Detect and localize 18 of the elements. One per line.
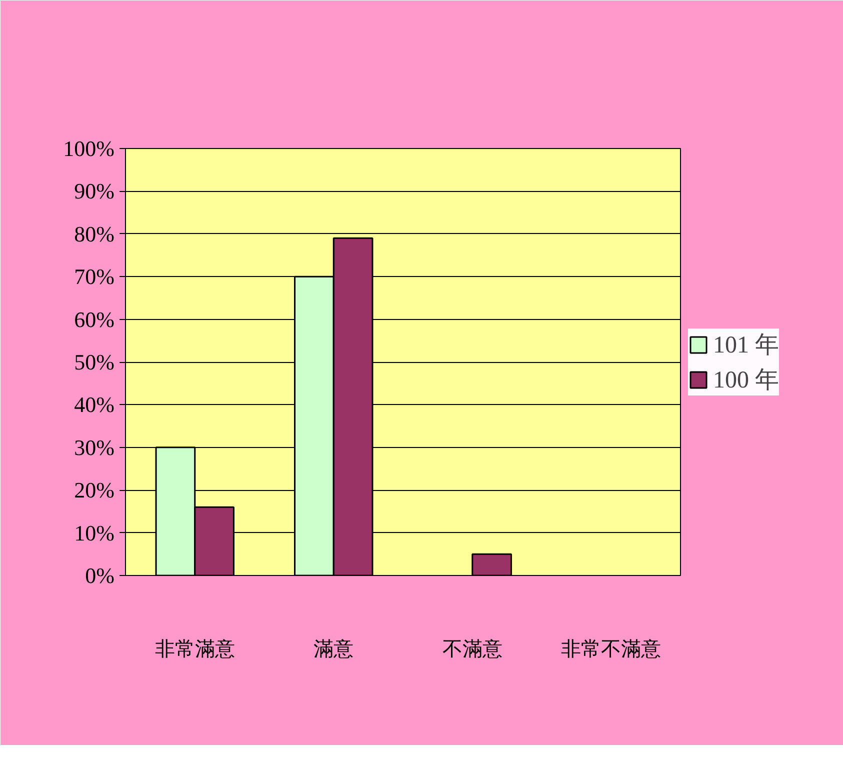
x-tick-label: 非常滿意 xyxy=(154,636,235,660)
y-tick-label: 10% xyxy=(74,520,114,546)
y-tick-label: 100% xyxy=(63,136,114,161)
bar xyxy=(472,553,512,576)
y-tick-label: 40% xyxy=(74,392,114,418)
y-tick-label: 70% xyxy=(74,264,114,290)
y-tick-label: 20% xyxy=(74,478,114,503)
x-tick-label: 不滿意 xyxy=(442,636,502,660)
x-tick-label: 滿意 xyxy=(314,636,354,660)
y-tick-label: 50% xyxy=(74,350,114,374)
y-tick-label: 60% xyxy=(74,306,114,332)
y-tick-label: 0% xyxy=(85,563,114,588)
legend-label: 100 年 xyxy=(713,366,779,395)
y-tick-label: 90% xyxy=(74,178,114,204)
y-tick-label: 30% xyxy=(74,434,114,460)
legend-label: 101 年 xyxy=(713,331,779,360)
y-tick-label: 80% xyxy=(74,221,114,246)
x-tick-label: 非常不滿意 xyxy=(561,636,662,660)
